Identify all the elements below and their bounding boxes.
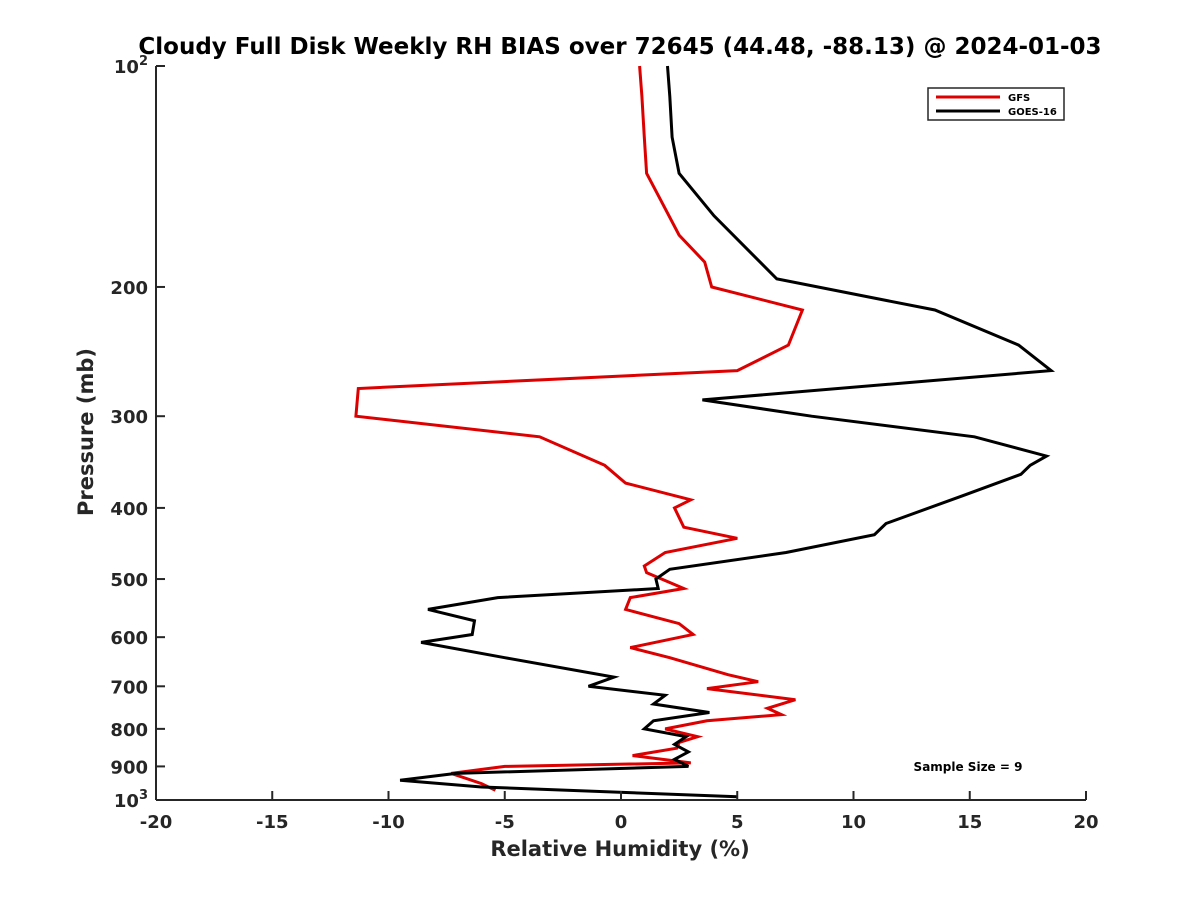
y-axis-label: Pressure (mb)	[74, 348, 98, 516]
x-tick-label: 0	[615, 812, 628, 833]
y-tick-label: 200	[110, 278, 148, 299]
legend: GFS GOES-16	[927, 87, 1065, 121]
y-tick-label: 102	[114, 54, 148, 78]
x-tick-label: 20	[1073, 812, 1098, 833]
y-tick-label: 500	[110, 570, 148, 591]
x-tick-label: 5	[731, 812, 744, 833]
x-tick-label: -5	[495, 812, 515, 833]
x-tick-label: 15	[957, 812, 982, 833]
series-line-goes-16	[399, 65, 1056, 799]
x-axis-label: Relative Humidity (%)	[490, 837, 749, 861]
x-tick-label: -15	[256, 812, 289, 833]
y-tick-label: 600	[110, 628, 148, 649]
x-tick-label: 10	[841, 812, 866, 833]
plot-area	[354, 65, 1056, 799]
y-tick-label: 103	[114, 788, 148, 812]
chart-title: Cloudy Full Disk Weekly RH BIAS over 726…	[138, 34, 1101, 60]
y-tick-label: 300	[110, 407, 148, 428]
series-line-gfs	[354, 65, 805, 792]
x-tick-label: -20	[140, 812, 173, 833]
y-tick-label: 900	[110, 757, 148, 778]
legend-label: GOES-16	[1008, 107, 1057, 118]
legend-label: GFS	[1008, 93, 1030, 104]
x-tick-label: -10	[372, 812, 405, 833]
axes: -20 -15 -10 -5 0 5 10 15 20 102 200 300 400 500 600 700…	[110, 54, 1098, 833]
y-tick-label: 400	[110, 499, 148, 520]
y-tick-label: 700	[110, 677, 148, 698]
sample-size-annotation: Sample Size = 9	[914, 760, 1023, 774]
y-tick-label: 800	[110, 720, 148, 741]
legend-box	[927, 87, 1065, 121]
